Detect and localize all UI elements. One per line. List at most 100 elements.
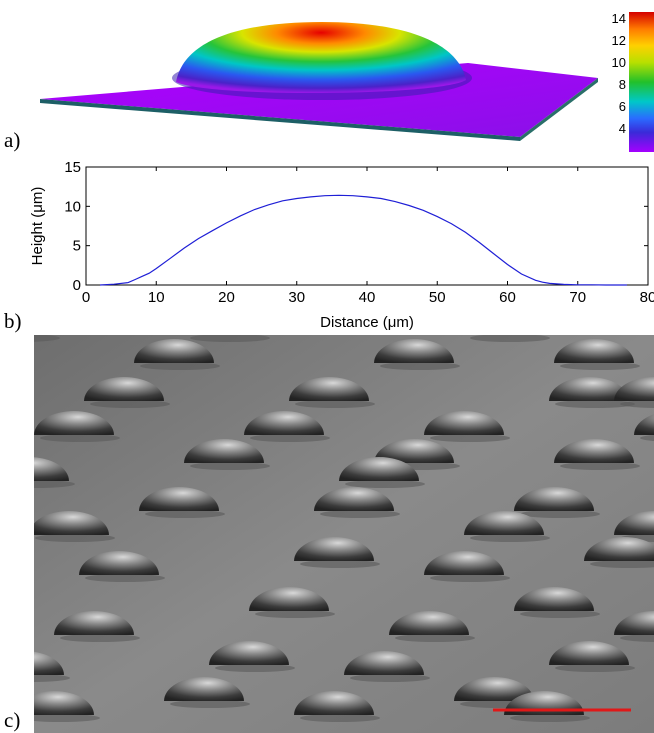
microlens [634,414,654,435]
microlens [514,587,594,611]
microlens [184,439,264,463]
y-axis-label: Height (μm) [29,187,46,266]
microlens-shadow [35,534,115,542]
microlens [389,611,469,635]
x-tick-label: 80 [640,289,654,306]
microlens-shadow [34,714,100,722]
microlens [584,537,654,561]
microlens-shadow [620,400,654,408]
microlens-shadow [60,634,140,642]
colorbar-tick-label: 8 [618,77,626,92]
microlens-shadow [85,574,165,582]
microlens-shadow [255,610,335,618]
microlens-shadow [520,510,600,518]
microlens-shadow [620,634,654,642]
x-tick-label: 50 [429,289,446,306]
colorbar [629,12,654,152]
x-tick-label: 70 [569,289,586,306]
microlens-shadow [215,664,295,672]
microlens-shadow [590,560,654,568]
microlens-shadow [34,480,75,488]
microlens-shadow [555,400,635,408]
microlens [344,651,424,675]
y-tick-label: 15 [64,159,81,176]
microlens [374,439,454,463]
series-line [99,194,627,286]
microlens [424,411,504,435]
microlens [614,511,654,535]
colorbar-tick-label: 4 [618,121,626,136]
panel-label-b: b) [4,309,22,333]
microlens [34,691,94,715]
microlens-shadow [560,462,640,470]
microlens [554,439,634,463]
microlens-shadow [250,434,330,442]
microlens [614,377,654,401]
colorbar-tick-label: 10 [611,55,626,70]
x-tick-label: 30 [288,289,305,306]
x-tick-label: 20 [218,289,235,306]
substrate-edge-side [520,78,598,141]
microlens [134,339,214,363]
microlens [454,677,534,701]
microlens [549,641,629,665]
microlens [244,411,324,435]
microlens [294,537,374,561]
plot-frame [85,166,649,286]
panel-c-sem-image [34,335,654,733]
microlens [289,377,369,401]
x-tick-label: 60 [499,289,516,306]
microlens-shadow [300,560,380,568]
microlens [209,641,289,665]
x-axis-label: Distance (μm) [320,314,414,331]
microlens-shadow [520,610,600,618]
panel-label-c: c) [4,708,21,732]
microlens [84,377,164,401]
microlens [79,551,159,575]
microlens [34,457,69,481]
microlens [54,611,134,635]
microlens-shadow [190,335,270,342]
substrate-edge [40,99,520,141]
microlens [294,691,374,715]
colorbar-tick-label: 12 [611,33,626,48]
height-profile-chart: 0 10 20 30 40 50 60 70 80 0 5 10 15 Distance (μm) He… [29,159,654,331]
microlens-shadow [34,674,70,682]
microlens-shadow [395,634,475,642]
microlens-dome [176,22,466,94]
sem-micrograph [34,335,654,733]
microlens [424,551,504,575]
microlens-shadow [190,462,270,470]
microlens-shadow [430,434,510,442]
microlens-shadow [34,335,60,342]
microlens [374,339,454,363]
microlens-shadow [90,400,170,408]
colorbar-tick-label: 6 [618,99,626,114]
microlens [614,611,654,635]
x-tick-label: 10 [148,289,165,306]
microlens-shadow [40,434,120,442]
panel-label-a: a) [4,128,21,152]
panel-b-height-profile: 0 10 20 30 40 50 60 70 80 0 5 10 15 Distance (μm) He… [0,155,654,333]
microlens [339,457,419,481]
y-tick-label: 5 [73,238,81,255]
microlens-shadow [350,674,430,682]
microlens-shadow [470,335,550,342]
microlens [314,487,394,511]
microlens-shadow [640,434,654,442]
colorbar-tick-label: 14 [611,11,626,26]
microlens [34,511,109,535]
surface-render-3d [40,22,598,141]
microlens-shadow [300,714,380,722]
microlens [249,587,329,611]
microlens-shadow [510,714,590,722]
microlens-shadow [555,664,635,672]
x-tick-label: 40 [359,289,376,306]
y-tick-label: 10 [64,198,81,215]
microlens-shadow [145,510,225,518]
microlens [139,487,219,511]
microlens [464,511,544,535]
microlens-shadow [295,400,375,408]
y-tick-label: 0 [73,277,81,294]
microlens-shadow [380,362,460,370]
